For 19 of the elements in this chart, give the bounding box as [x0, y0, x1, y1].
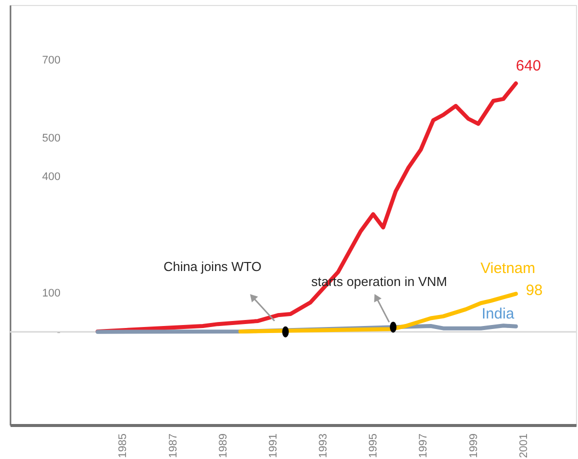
y-tick-label: 500 — [42, 132, 60, 144]
line-series — [238, 292, 518, 334]
x-tick-label: 1985 — [117, 434, 130, 458]
x-tick-label: 1989 — [217, 434, 230, 458]
x-tick-label: 1993 — [318, 434, 330, 458]
y-tick-label: 700 — [42, 54, 60, 67]
x-tick-label: 1995 — [368, 434, 380, 458]
annotation: China joins WTO — [163, 258, 262, 274]
x-tick-label: 2001 — [518, 434, 530, 458]
y-tick-label: 400 — [42, 171, 60, 184]
x-tick-label: 1987 — [167, 434, 180, 458]
x-tick-label: 1991 — [267, 434, 280, 458]
x-tick-label: 1997 — [418, 434, 430, 458]
series-label: India — [482, 305, 515, 322]
y-tick-label: 100 — [42, 288, 60, 300]
data-label: 640 — [516, 57, 541, 74]
data-label: 98 — [526, 282, 543, 299]
series-label: Vietnam — [480, 260, 536, 277]
x-tick-label: 1999 — [468, 434, 480, 458]
